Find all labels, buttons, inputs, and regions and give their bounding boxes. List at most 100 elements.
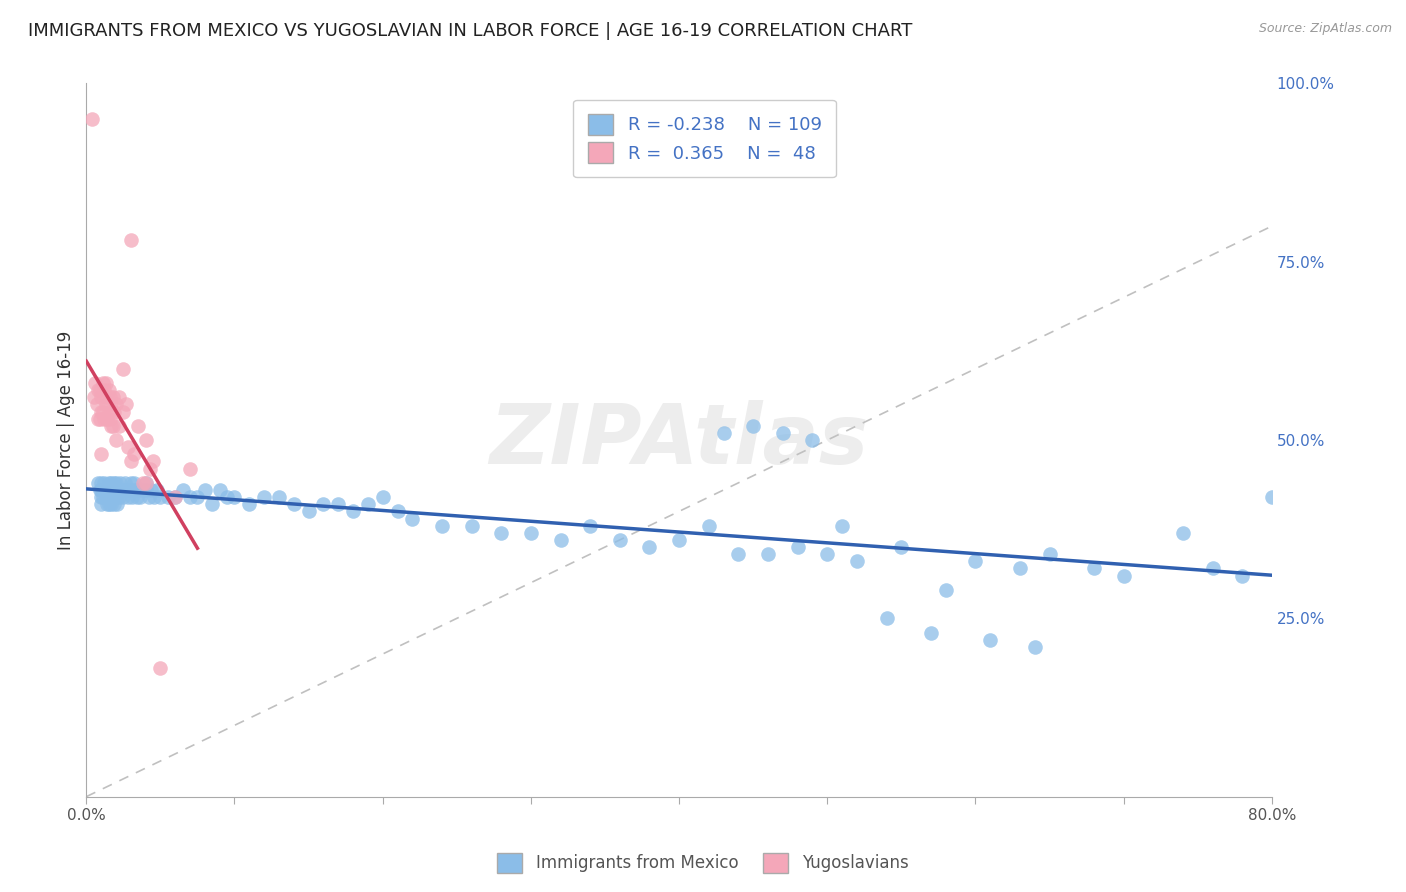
Point	[141, 483, 163, 497]
Point	[801, 433, 824, 447]
Point	[90, 497, 112, 511]
Point	[93, 475, 115, 490]
Point	[1201, 561, 1223, 575]
Point	[120, 475, 142, 490]
Point	[89, 411, 111, 425]
Point	[114, 475, 136, 490]
Point	[401, 511, 423, 525]
Point	[83, 390, 105, 404]
Point	[96, 497, 118, 511]
Point	[122, 447, 145, 461]
Point	[91, 490, 114, 504]
Point	[107, 497, 129, 511]
Point	[1008, 561, 1031, 575]
Point	[111, 483, 134, 497]
Point	[491, 525, 513, 540]
Point	[138, 490, 160, 504]
Point	[89, 383, 111, 397]
Point	[135, 475, 157, 490]
Point	[110, 475, 132, 490]
Point	[90, 475, 112, 490]
Point	[127, 483, 149, 497]
Point	[179, 461, 201, 475]
Point	[87, 383, 110, 397]
Point	[90, 447, 112, 461]
Text: ZIPAtlas: ZIPAtlas	[489, 400, 869, 481]
Point	[965, 554, 987, 568]
Point	[108, 418, 131, 433]
Point	[108, 483, 131, 497]
Point	[165, 490, 187, 504]
Point	[112, 361, 135, 376]
Y-axis label: In Labor Force | Age 16-19: In Labor Force | Age 16-19	[58, 330, 75, 549]
Point	[84, 376, 107, 390]
Point	[96, 490, 118, 504]
Point	[727, 547, 749, 561]
Point	[97, 404, 120, 418]
Point	[1039, 547, 1062, 561]
Point	[208, 483, 231, 497]
Point	[104, 475, 127, 490]
Point	[90, 490, 112, 504]
Point	[107, 483, 129, 497]
Point	[90, 404, 112, 418]
Point	[87, 475, 110, 490]
Point	[371, 490, 394, 504]
Point	[86, 397, 108, 411]
Point	[579, 518, 602, 533]
Text: IMMIGRANTS FROM MEXICO VS YUGOSLAVIAN IN LABOR FORCE | AGE 16-19 CORRELATION CHA: IMMIGRANTS FROM MEXICO VS YUGOSLAVIAN IN…	[28, 22, 912, 40]
Point	[117, 440, 139, 454]
Point	[135, 483, 157, 497]
Point	[460, 518, 482, 533]
Point	[1112, 568, 1135, 582]
Text: Source: ZipAtlas.com: Source: ZipAtlas.com	[1258, 22, 1392, 36]
Point	[638, 540, 661, 554]
Point	[979, 632, 1001, 647]
Point	[135, 433, 157, 447]
Point	[98, 390, 121, 404]
Point	[97, 383, 120, 397]
Point	[103, 475, 125, 490]
Point	[97, 475, 120, 490]
Point	[387, 504, 409, 518]
Point	[172, 483, 194, 497]
Point	[100, 497, 122, 511]
Point	[112, 483, 135, 497]
Point	[253, 490, 276, 504]
Point	[91, 483, 114, 497]
Point	[297, 504, 319, 518]
Point	[101, 418, 124, 433]
Point	[98, 411, 121, 425]
Point	[217, 490, 239, 504]
Point	[876, 611, 898, 625]
Point	[742, 418, 765, 433]
Point	[101, 490, 124, 504]
Point	[165, 490, 187, 504]
Point	[108, 390, 131, 404]
Point	[82, 112, 104, 127]
Point	[124, 483, 146, 497]
Point	[143, 490, 166, 504]
Point	[97, 497, 120, 511]
Point	[520, 525, 543, 540]
Point	[139, 461, 162, 475]
Point	[128, 490, 150, 504]
Point	[935, 582, 957, 597]
Point	[668, 533, 690, 547]
Point	[179, 490, 201, 504]
Point	[127, 418, 149, 433]
Point	[115, 483, 138, 497]
Point	[772, 425, 794, 440]
Point	[312, 497, 335, 511]
Point	[186, 490, 208, 504]
Point	[328, 497, 350, 511]
Point	[91, 376, 114, 390]
Point	[125, 490, 148, 504]
Point	[90, 390, 112, 404]
Legend: R = -0.238    N = 109, R =  0.365    N =  48: R = -0.238 N = 109, R = 0.365 N = 48	[574, 100, 837, 178]
Point	[357, 497, 380, 511]
Point	[96, 411, 118, 425]
Point	[890, 540, 912, 554]
Point	[100, 418, 122, 433]
Point	[1024, 640, 1046, 654]
